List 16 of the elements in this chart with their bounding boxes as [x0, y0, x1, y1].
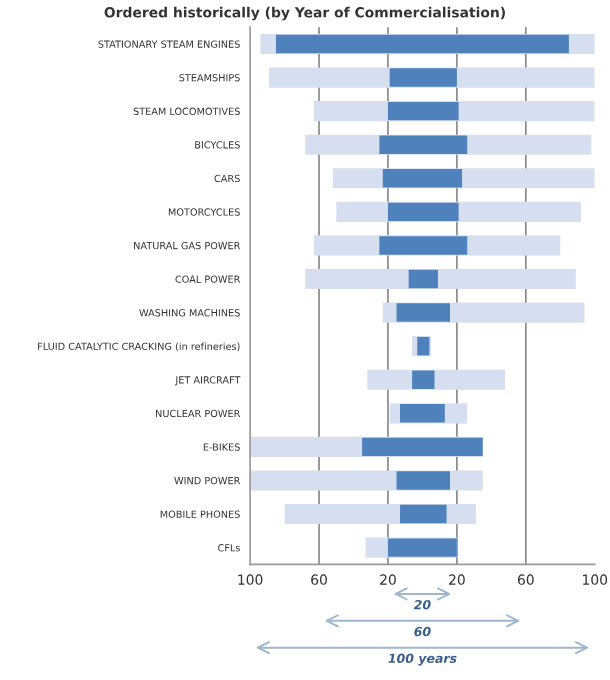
- bar: [408, 269, 438, 289]
- bar: [275, 34, 569, 54]
- bar: [400, 504, 447, 524]
- bar: [387, 202, 459, 222]
- bar: [362, 437, 483, 457]
- bar: [412, 370, 435, 389]
- bar: [379, 135, 468, 154]
- bar: [389, 68, 457, 87]
- bar: [396, 471, 450, 490]
- bar: [379, 236, 468, 255]
- bar: [387, 538, 457, 557]
- bar: [400, 404, 445, 423]
- bar: [417, 336, 430, 356]
- bar: [382, 169, 463, 188]
- bar: [387, 101, 459, 121]
- bar: [396, 303, 450, 322]
